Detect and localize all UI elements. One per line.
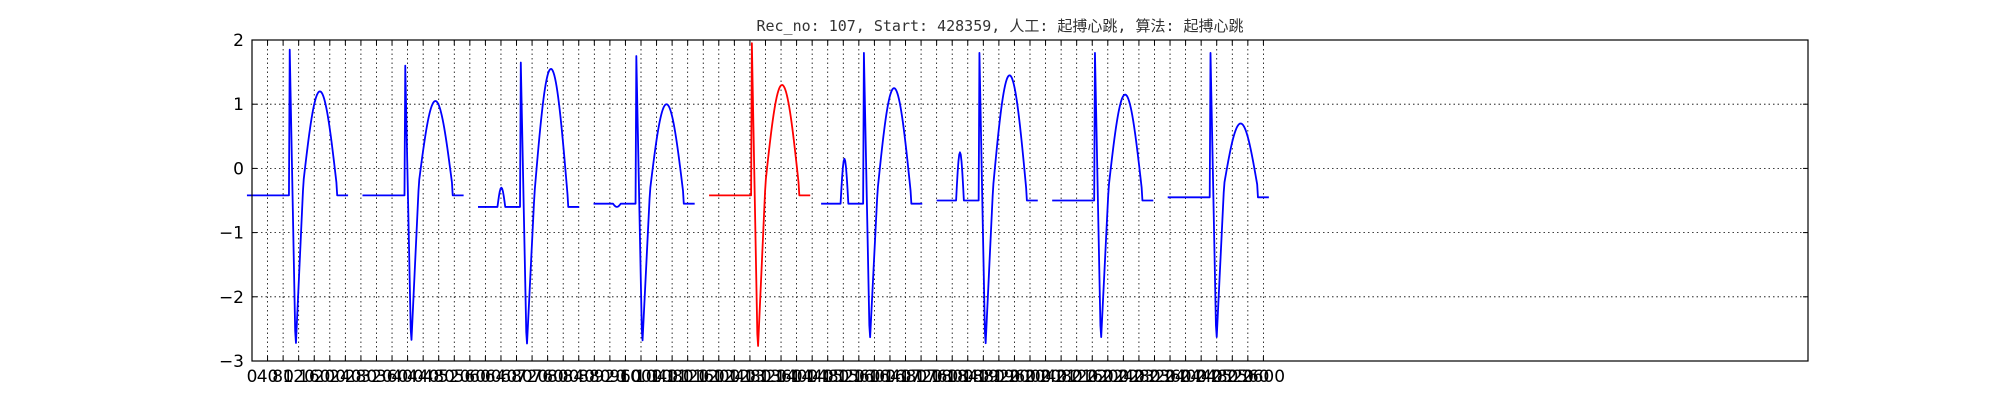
x-tick-label: 1440 [791, 367, 834, 387]
x-tick-label: 680 [500, 367, 532, 387]
x-tick-label: 2280 [1117, 367, 1160, 387]
x-tick-label: 160 [298, 367, 330, 387]
x-tick-label: 2520 [1211, 367, 1254, 387]
x-tick-label: 2040 [1024, 367, 1067, 387]
x-tick-label: 760 [531, 367, 563, 387]
x-tick-label: 1080 [650, 367, 693, 387]
x-axis-ticks: 0 408012016020024028032036040044048052056… [247, 40, 1285, 387]
x-tick-label: 40 [257, 367, 279, 387]
beat-0-2-line [477, 61, 580, 345]
x-tick-label: 2080 [1039, 367, 1082, 387]
x-tick-label: 400 [391, 367, 423, 387]
beat-0-0-line [246, 48, 349, 344]
x-tick-label: 2360 [1148, 367, 1191, 387]
x-tick-label: 1200 [697, 367, 740, 387]
x-tick-label: 960 [609, 367, 641, 387]
x-tick-label: 1360 [759, 367, 802, 387]
y-tick-label: −2 [219, 288, 244, 308]
x-tick-label: 1800 [931, 367, 974, 387]
x-tick-label: 1120 [666, 367, 709, 387]
x-tick-label: 320 [360, 367, 392, 387]
x-tick-label: 1480 [806, 367, 849, 387]
x-tick-label: 1680 [884, 367, 927, 387]
y-tick-label: −3 [219, 352, 244, 372]
x-tick-label: 1960 [993, 367, 1036, 387]
x-tick-label: 2480 [1195, 367, 1238, 387]
x-tick-label: 2000 [1008, 367, 1051, 387]
x-tick-label: 1600 [853, 367, 896, 387]
x-tick-label: 2120 [1055, 367, 1098, 387]
x-tick-label: 1760 [915, 367, 958, 387]
x-tick-label: 880 [578, 367, 610, 387]
x-tick-label: 1920 [977, 367, 1020, 387]
x-tick-label: 2200 [1086, 367, 1129, 387]
x-tick-label: 520 [438, 367, 470, 387]
chart-title: Rec_no: 107, Start: 428359, 人工: 起搏心跳, 算法… [756, 17, 1243, 35]
x-tick-label: 1280 [728, 367, 771, 387]
beat-0-4-line [820, 51, 923, 339]
beat-0-5-line [936, 51, 1038, 345]
x-tick-label: 1880 [962, 367, 1005, 387]
x-tick-label: 2600 [1242, 367, 1285, 387]
x-tick-label: 2160 [1071, 367, 1114, 387]
beat-0-1-line [362, 64, 464, 341]
x-tick-label: 920 [594, 367, 626, 387]
y-tick-label: 1 [233, 95, 244, 115]
x-tick-label: 80 [272, 367, 294, 387]
x-tick-label: 600 [469, 367, 501, 387]
y-tick-label: −1 [219, 224, 244, 244]
x-tick-label: 640 [485, 367, 517, 387]
x-tick-label: 1240 [713, 367, 756, 387]
x-tick-label: 720 [516, 367, 548, 387]
x-tick-label: 560 [454, 367, 486, 387]
x-tick-label: 120 [282, 367, 314, 387]
x-tick-label: 1400 [775, 367, 818, 387]
x-tick-label: 200 [314, 367, 346, 387]
x-tick-label: 360 [376, 367, 408, 387]
x-tick-label: 2240 [1102, 367, 1145, 387]
beat-1-0-line [708, 42, 811, 347]
x-tick-label: 1040 [635, 367, 678, 387]
x-tick-label: 1840 [946, 367, 989, 387]
beat-0-7-line [1167, 51, 1269, 338]
x-tick-label: 1320 [744, 367, 787, 387]
y-tick-label: 2 [233, 31, 244, 51]
x-tick-label: 2440 [1180, 367, 1223, 387]
x-tick-label: 480 [422, 367, 454, 387]
y-axis-ticks: −3 −2 −1 0 1 2 [219, 31, 1808, 372]
x-tick-label: 1000 [619, 367, 662, 387]
x-tick-label: 440 [407, 367, 439, 387]
x-tick-label: 1560 [837, 367, 880, 387]
series-layer [246, 42, 1269, 347]
x-tick-label: 1160 [682, 367, 725, 387]
x-tick-label: 1640 [868, 367, 911, 387]
x-tick-label: 1520 [822, 367, 865, 387]
beat-0-6-line [1052, 51, 1154, 338]
x-tick-label: 840 [563, 367, 595, 387]
x-tick-label: 2320 [1133, 367, 1176, 387]
x-tick-label: 800 [547, 367, 579, 387]
x-tick-label: 280 [345, 367, 377, 387]
x-tick-label: 2560 [1226, 367, 1269, 387]
y-tick-label: 0 [233, 159, 244, 179]
x-tick-label: 1720 [899, 367, 942, 387]
x-tick-label: 0 [247, 367, 258, 387]
beat-0-3-line [593, 55, 695, 342]
x-tick-label: 2400 [1164, 367, 1207, 387]
x-tick-label: 240 [329, 367, 361, 387]
